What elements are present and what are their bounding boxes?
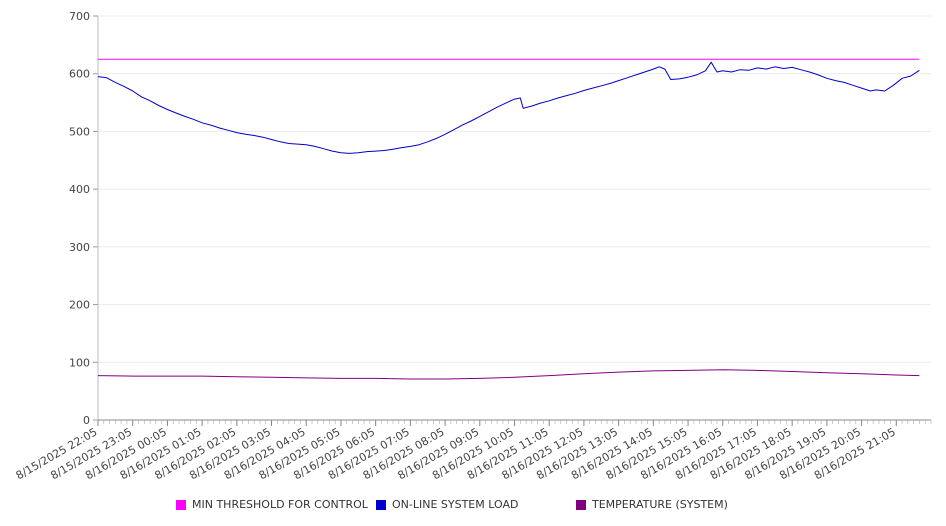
y-tick-label: 100 [69,356,90,369]
legend-label: MIN THRESHOLD FOR CONTROL [192,498,368,511]
axes [93,15,932,426]
legend-item: MIN THRESHOLD FOR CONTROL [176,498,368,511]
legend-label: TEMPERATURE (SYSTEM) [592,498,728,511]
y-tick-label: 0 [83,414,90,427]
y-tick-label: 600 [69,68,90,81]
y-tick-label: 700 [69,10,90,23]
legend-swatch [176,499,186,510]
y-tick-label: 400 [69,183,90,196]
series-line-on-line-system-load [97,61,920,154]
legend-swatch [376,499,386,510]
legend-item: TEMPERATURE (SYSTEM) [576,498,728,511]
y-tick-label: 200 [69,299,90,312]
y-tick-label: 500 [69,125,90,138]
legend-item: ON-LINE SYSTEM LOAD [376,498,518,511]
series-lines [97,58,920,380]
series-line-temperature-system [97,369,920,380]
legend-label: ON-LINE SYSTEM LOAD [392,498,519,511]
chart-legend: MIN THRESHOLD FOR CONTROL ON-LINE SYSTEM … [0,498,946,514]
grid-lines [98,15,931,363]
y-tick-label: 300 [69,241,90,254]
legend-swatch [576,499,586,510]
